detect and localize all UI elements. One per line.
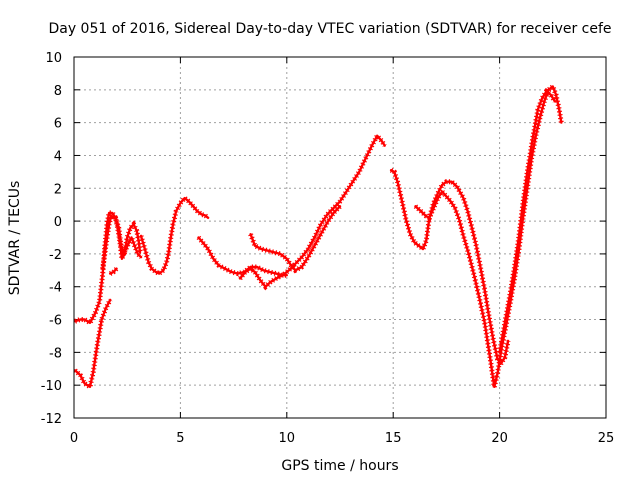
plot-frame <box>73 56 607 419</box>
series-line <box>197 134 386 277</box>
series-markers <box>248 204 342 274</box>
y-tick-label: -8 <box>49 346 62 361</box>
series-line <box>414 85 563 388</box>
series-arc-9 <box>389 167 511 369</box>
x-tick-label: 25 <box>598 431 615 446</box>
x-axis-label: GPS time / hours <box>281 458 398 474</box>
x-tick-label: 5 <box>176 431 184 446</box>
series-arc-10 <box>413 82 564 388</box>
x-tick-label: 10 <box>279 431 296 446</box>
y-tick-label: 4 <box>54 149 62 164</box>
series-markers <box>497 87 558 353</box>
series-arc-11 <box>497 87 558 354</box>
series-arc-5 <box>138 194 210 277</box>
series-markers <box>413 82 564 388</box>
series-line <box>101 215 142 270</box>
series-line <box>73 298 112 388</box>
series-markers <box>196 131 387 278</box>
y-axis-label: SDTVAR / TECUs <box>7 181 23 296</box>
series-markers <box>109 266 119 276</box>
y-tick-label: 6 <box>54 117 62 132</box>
series-arc-4 <box>109 266 119 276</box>
y-tick-label: -12 <box>41 412 62 427</box>
series-arc-1 <box>73 298 113 391</box>
series-arc-3 <box>100 212 143 270</box>
axis-ticks: 0 5 10 15 20 25 -12 -10 -8 -6 -4 -2 0 2 4 6 8 10 <box>41 51 615 446</box>
x-tick-label: 0 <box>70 431 78 446</box>
series-markers <box>389 167 511 369</box>
y-tick-label: 8 <box>54 84 62 99</box>
y-tick-label: 2 <box>54 182 62 197</box>
chart-title: Day 051 of 2016, Sidereal Day-to-day VTE… <box>48 21 611 37</box>
series-markers <box>74 210 143 327</box>
y-tick-label: 0 <box>54 215 62 230</box>
series-arc-6 <box>196 131 387 278</box>
series-arc-7 <box>238 265 288 291</box>
x-tick-label: 20 <box>491 431 508 446</box>
y-tick-label: -6 <box>49 314 62 329</box>
series-layer <box>73 82 564 391</box>
series-markers <box>73 298 113 391</box>
x-tick-label: 15 <box>385 431 402 446</box>
y-tick-label: -2 <box>49 248 62 263</box>
y-tick-label: -10 <box>41 379 62 394</box>
series-markers <box>238 265 287 291</box>
grid-lines <box>74 57 606 418</box>
series-markers <box>138 194 210 277</box>
y-tick-label: 10 <box>45 51 62 66</box>
series-line <box>139 196 210 275</box>
series-arc-2 <box>73 210 143 327</box>
series-arc-8 <box>248 204 342 274</box>
y-tick-label: -4 <box>49 281 62 296</box>
